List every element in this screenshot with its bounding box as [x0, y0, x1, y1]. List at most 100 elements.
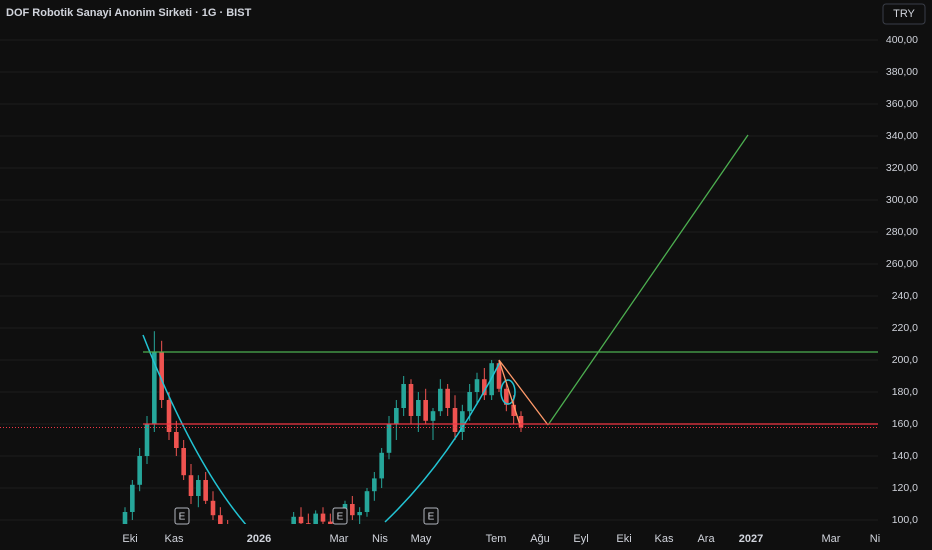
candle-body — [445, 388, 450, 408]
candle-body — [452, 408, 458, 432]
price-axis: 100,0 120,0 140,0 160,0 180,0 200,0 220,0 240,0… — [878, 28, 932, 526]
candle-body — [137, 456, 142, 485]
x-tick-label: Eyl — [573, 533, 588, 545]
currency-box[interactable] — [882, 3, 926, 25]
candle-body — [438, 388, 443, 412]
y-tick-label: 240,0 — [892, 290, 918, 302]
y-tick-label: 200,0 — [892, 354, 918, 366]
currency[interactable]: TRY — [893, 8, 915, 20]
y-tick-label: 260,00 — [886, 258, 918, 270]
y-tick-label: 160,0 — [892, 418, 918, 430]
candle-body — [504, 388, 509, 405]
candle-body — [430, 411, 436, 421]
event-box[interactable] — [332, 507, 348, 525]
candle-body — [291, 516, 296, 524]
candle-body — [496, 363, 502, 389]
candle-body — [350, 504, 355, 516]
candle-body — [423, 400, 428, 421]
candle-body — [130, 484, 135, 512]
chart-title: DOF Robotik Sanayi Anonim Sirketi · 1G ·… — [6, 7, 252, 19]
axis-bg — [878, 28, 932, 526]
candle-body — [482, 379, 487, 396]
event-label: E — [428, 512, 435, 523]
candle-body — [328, 521, 333, 524]
candle-body — [174, 432, 179, 448]
event-label: E — [337, 512, 344, 523]
candle-body — [262, 546, 267, 550]
drawings — [142, 134, 749, 524]
candle-body — [320, 513, 326, 522]
candle-body — [372, 478, 377, 492]
x-tick-label: Ni — [870, 533, 880, 545]
triangle — [498, 359, 549, 426]
y-tick-label: 180,0 — [892, 386, 918, 398]
candle-body — [188, 475, 194, 496]
candle-body — [364, 491, 370, 512]
candle-body — [181, 448, 186, 476]
y-tick-label: 140,0 — [892, 450, 918, 462]
candle-body — [277, 539, 282, 547]
y-tick-label: 360,00 — [886, 98, 918, 110]
candle-body — [203, 480, 208, 501]
y-tick-label: 100,0 — [892, 514, 918, 526]
candle-body — [357, 512, 362, 516]
projection — [547, 134, 749, 426]
y-tick-label: 280,00 — [886, 226, 918, 238]
candle-body — [416, 400, 421, 416]
curve — [142, 334, 247, 524]
x-tick-label: Ağu — [530, 533, 550, 545]
candles — [122, 331, 524, 550]
candle-body — [460, 411, 465, 432]
y-tick-label: 380,00 — [886, 66, 918, 78]
candle-body — [394, 408, 399, 424]
grid — [0, 39, 878, 521]
event-box[interactable] — [174, 507, 190, 525]
candle-body — [233, 539, 238, 544]
event-box[interactable] — [423, 507, 439, 525]
candle-body — [218, 515, 223, 524]
candle-body — [210, 500, 216, 516]
y-tick-label: 300,00 — [886, 194, 918, 206]
x-tick-label: Tem — [486, 533, 507, 545]
x-tick-label: Kas — [165, 533, 184, 545]
x-tick-label: Kas — [655, 533, 674, 545]
candle-body — [401, 384, 406, 408]
candle-body — [284, 536, 289, 539]
candle-body — [196, 480, 201, 496]
candle-body — [474, 379, 480, 392]
y-tick-label: 340,00 — [886, 130, 918, 142]
candle-body — [144, 424, 150, 456]
x-tick-label: Eki — [616, 533, 631, 545]
curve — [384, 361, 501, 523]
candle-body — [408, 384, 414, 416]
x-tick-label: May — [411, 533, 432, 545]
candle-body — [225, 528, 230, 539]
x-tick-label: Nis — [372, 533, 388, 545]
candle-body — [240, 544, 245, 549]
candle-body — [467, 392, 472, 412]
x-tick-label: 2027 — [739, 533, 763, 545]
y-tick-label: 220,0 — [892, 322, 918, 334]
y-tick-label: 320,00 — [886, 162, 918, 174]
y-tick-label: 120,0 — [892, 482, 918, 494]
x-tick-label: Ara — [697, 533, 715, 545]
y-tick-label: 400,00 — [886, 34, 918, 46]
event-label: E — [179, 512, 186, 523]
candle-body — [159, 352, 164, 400]
x-tick-label: Mar — [330, 533, 349, 545]
candle-body — [511, 404, 516, 416]
x-tick-label: 2026 — [247, 533, 271, 545]
x-tick-label: Eki — [122, 533, 137, 545]
x-tick-label: Mar — [822, 533, 841, 545]
circle — [500, 379, 516, 405]
candle-body — [313, 513, 318, 524]
candle-body — [152, 352, 157, 424]
candle-body — [386, 424, 392, 453]
candle-body — [518, 416, 524, 428]
candle-body — [166, 400, 172, 432]
candle-body — [379, 452, 384, 479]
candle-body — [306, 523, 311, 524]
candle-body — [298, 516, 304, 524]
